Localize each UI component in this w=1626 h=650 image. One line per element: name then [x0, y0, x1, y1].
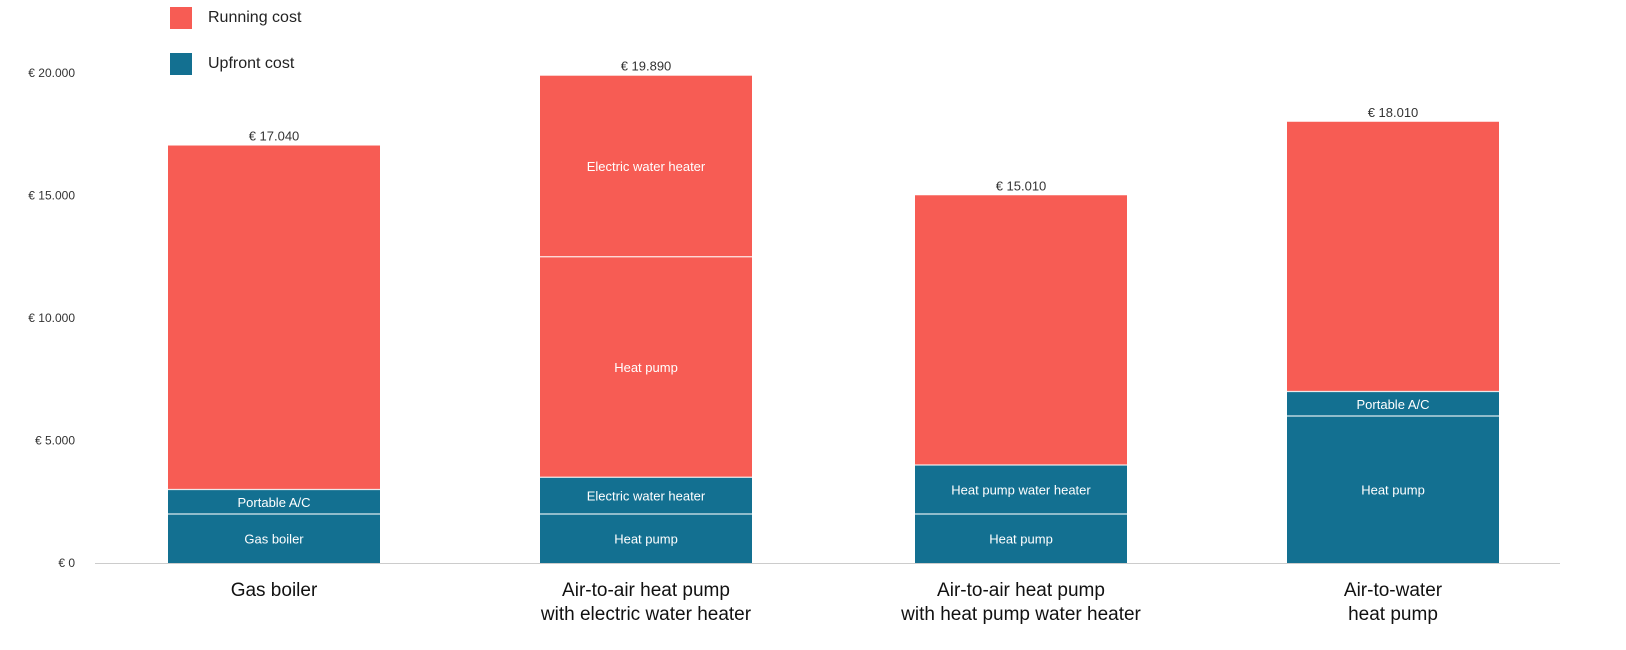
y-tick-label: € 10.000 [28, 311, 75, 325]
segment-label: Heat pump water heater [951, 483, 1091, 498]
segment-label: Portable A/C [238, 495, 311, 510]
total-label: € 17.040 [249, 129, 300, 144]
bar-segment [1287, 121, 1499, 392]
y-tick-label: € 20.000 [28, 66, 75, 80]
x-tick-label: Air-to-air heat pump [562, 580, 730, 601]
bar-segment [540, 514, 752, 563]
bar-segment [168, 145, 380, 490]
legend-item-running-cost: Running cost [170, 4, 301, 32]
x-tick-label: Gas boiler [231, 580, 318, 601]
total-label: € 19.890 [621, 59, 672, 74]
legend-label-upfront-cost: Upfront cost [208, 55, 295, 72]
bar-segment [540, 477, 752, 514]
segment-label: Heat pump [614, 532, 678, 547]
segment-label: Heat pump [1361, 483, 1425, 498]
bar-segment [1287, 391, 1499, 416]
x-tick-label: heat pump [1348, 604, 1438, 625]
segment-label: Heat pump [989, 532, 1053, 547]
segment-label: Portable A/C [1357, 397, 1430, 412]
bar-segment [168, 489, 380, 514]
bar-segment [1287, 416, 1499, 563]
legend-swatch-upfront-cost [170, 53, 192, 75]
legend-swatch-running-cost [170, 7, 192, 29]
segment-label: Gas boiler [244, 532, 304, 547]
bar-segment [915, 465, 1127, 514]
bar-segment [915, 195, 1127, 465]
y-tick-label: € 0 [58, 556, 75, 570]
y-tick-label: € 15.000 [28, 189, 75, 203]
x-tick-label: Air-to-water [1344, 580, 1443, 601]
y-tick-label: € 5.000 [35, 434, 75, 448]
segment-label: Electric water heater [587, 489, 706, 504]
x-tick-label: with electric water heater [540, 604, 752, 625]
total-label: € 15.010 [996, 178, 1047, 193]
legend-item-upfront-cost: Upfront cost [170, 50, 301, 78]
legend: Running cost Upfront cost [170, 4, 301, 96]
legend-label-running-cost: Running cost [208, 9, 302, 26]
segment-label: Electric water heater [587, 159, 706, 174]
bar-segment [540, 75, 752, 257]
bar-segment [915, 514, 1127, 563]
segment-label: Heat pump [614, 360, 678, 375]
total-label: € 18.010 [1368, 105, 1419, 120]
x-tick-label: Air-to-air heat pump [937, 580, 1105, 601]
bar-segment [168, 514, 380, 563]
bar-segment [540, 256, 752, 478]
x-tick-label: with heat pump water heater [900, 604, 1141, 625]
